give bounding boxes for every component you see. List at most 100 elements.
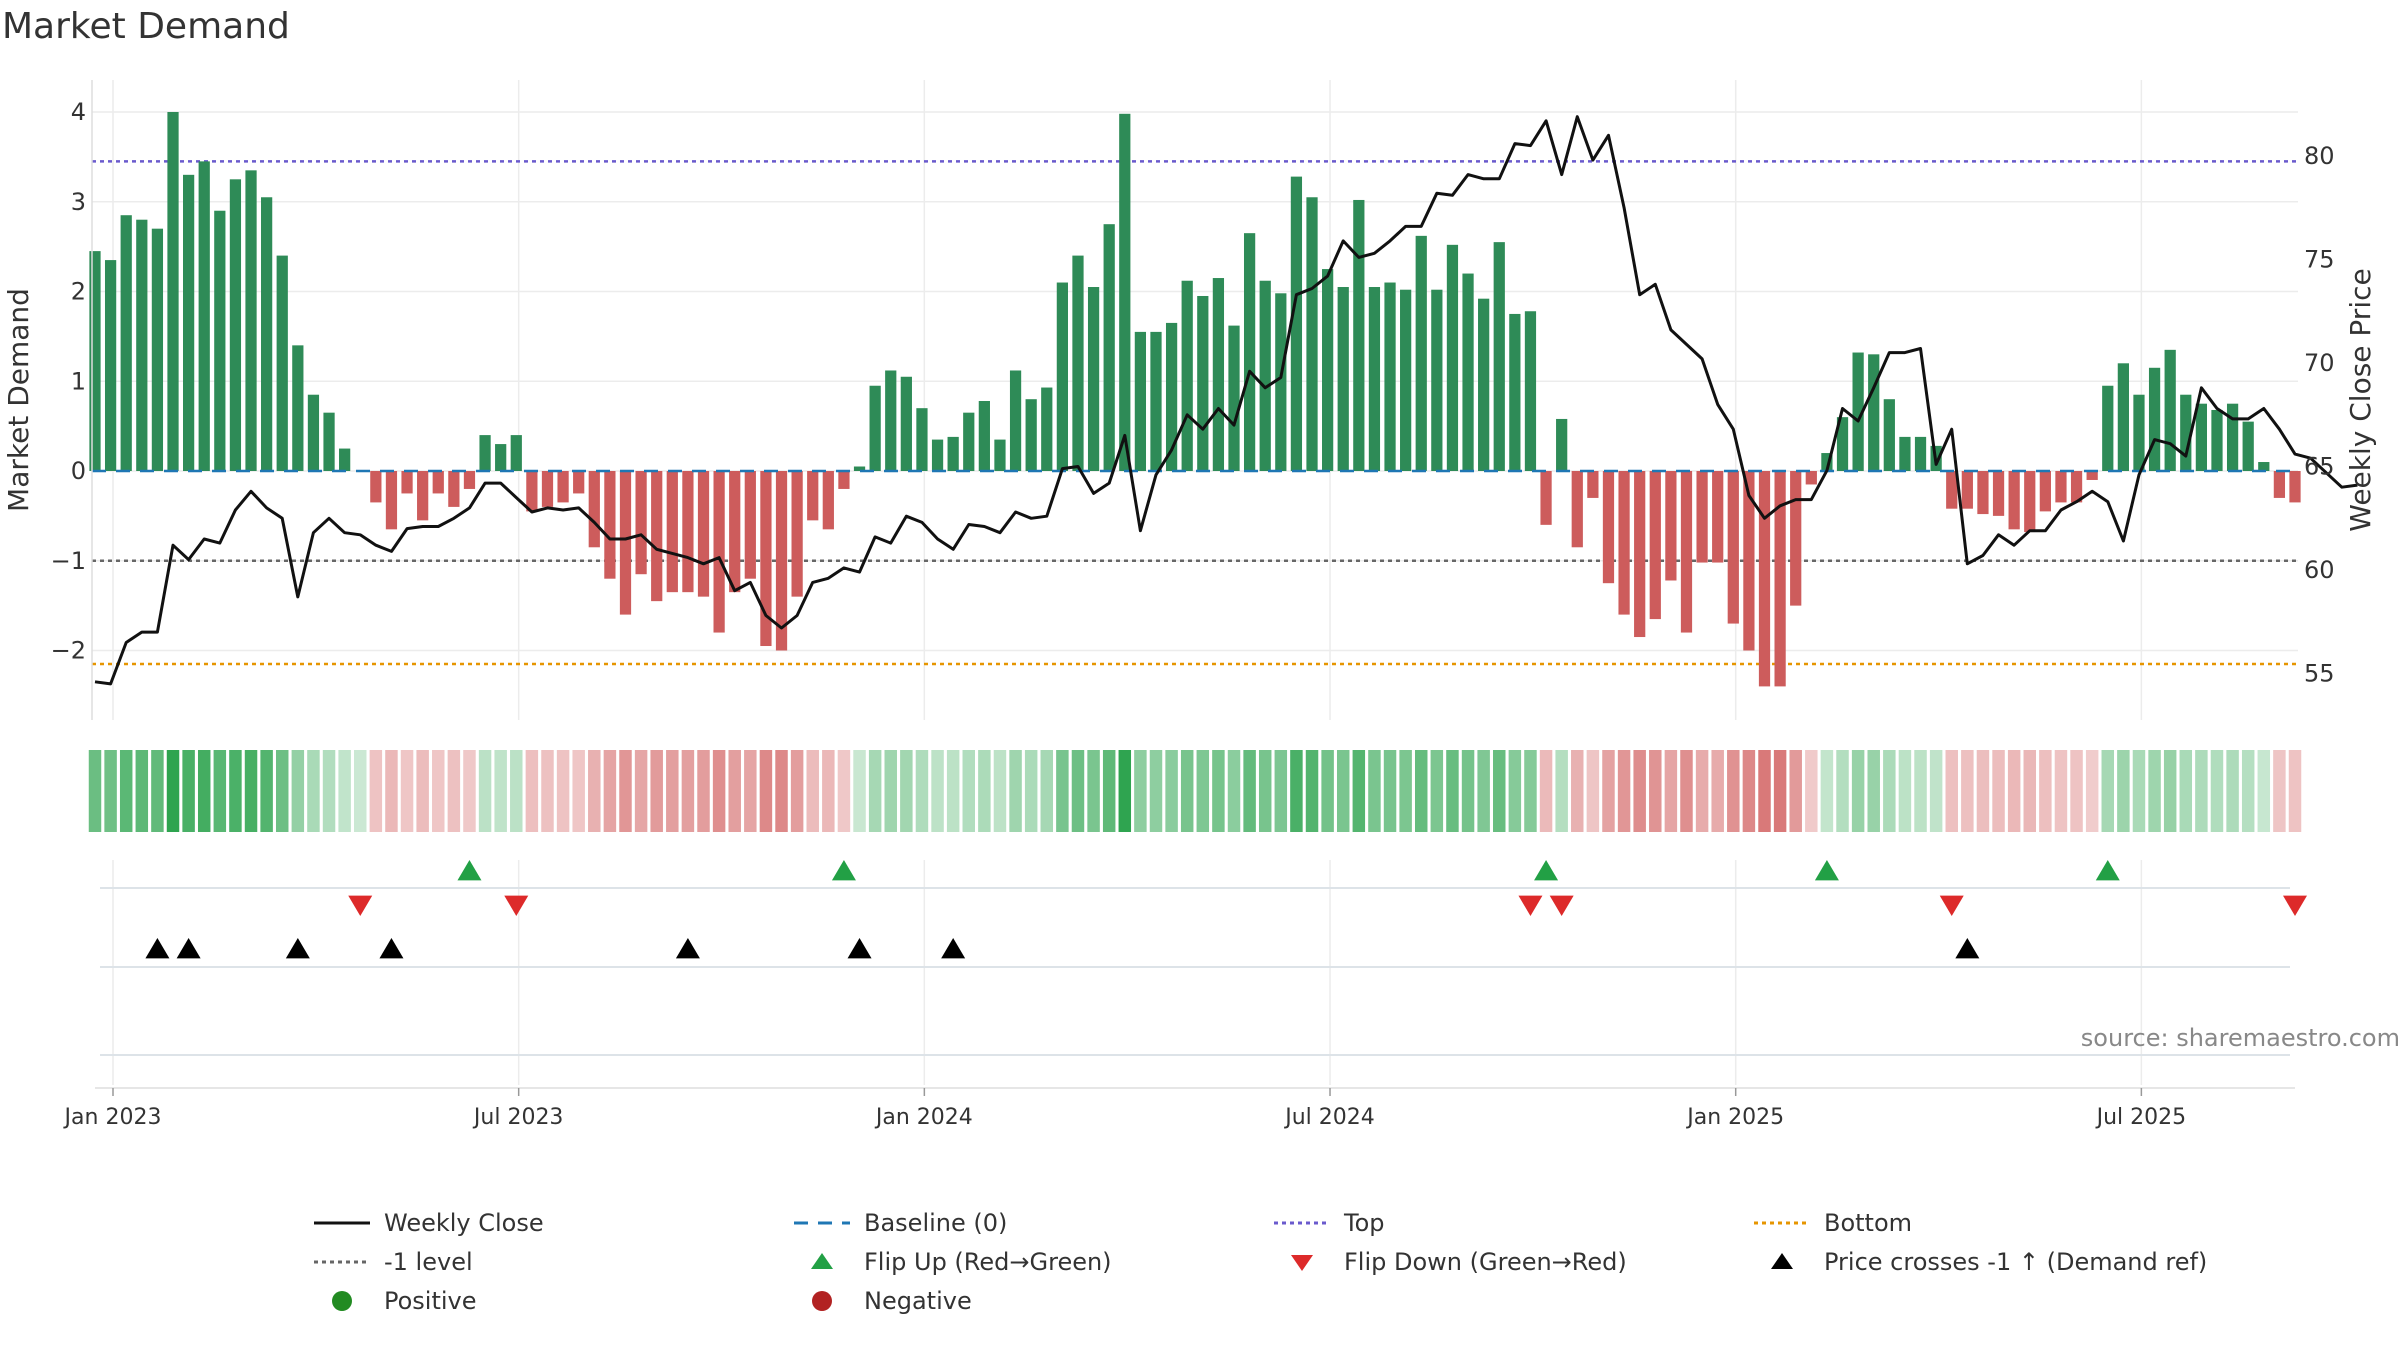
heat-cell (1430, 750, 1444, 832)
demand-bar (619, 471, 632, 615)
demand-bar (276, 255, 288, 471)
demand-bar (807, 471, 819, 521)
heat-cell (307, 750, 320, 832)
flip-down-marker (1939, 895, 1964, 916)
heat-cell (1056, 750, 1069, 832)
legend-label: Flip Down (Green→Red) (1344, 1248, 1627, 1276)
heat-cell (1836, 750, 1849, 832)
demand-bar (1415, 235, 1427, 471)
demand-bar (448, 471, 460, 507)
y-tick-left: 4 (71, 98, 86, 126)
demand-bar (1868, 354, 1880, 471)
demand-bar (2086, 471, 2098, 480)
demand-bar (339, 448, 351, 471)
heat-cell (2039, 750, 2052, 832)
demand-bar (1727, 471, 1739, 624)
x-tick-label: Jul 2024 (1283, 1105, 1375, 1130)
demand-bar (214, 210, 226, 471)
legend-label: Bottom (1824, 1209, 1913, 1237)
demand-bar (604, 471, 616, 579)
demand-bar (1696, 471, 1708, 563)
heat-cell (822, 750, 835, 832)
y-tick-right: 55 (2304, 660, 2335, 688)
demand-bar (1056, 282, 1068, 471)
price-cross-marker (145, 938, 170, 959)
heat-cell (2085, 750, 2099, 832)
demand-bar (526, 471, 538, 512)
triangle-up-black-icon (1771, 1253, 1793, 1269)
heat-cell (588, 750, 601, 832)
heat-cell (1196, 750, 1210, 832)
heat-cell (322, 750, 336, 832)
heat-cell (1212, 750, 1225, 832)
y-tick-left: 3 (71, 188, 86, 216)
heat-cell (1914, 750, 1927, 832)
heat-cell (1243, 750, 1256, 832)
heat-cell (603, 750, 617, 832)
demand-bar (432, 471, 444, 494)
legend-label: Positive (384, 1287, 477, 1315)
demand-bar (1400, 289, 1412, 471)
demand-bar (1587, 471, 1599, 498)
demand-bar (2273, 471, 2286, 498)
heat-cell (1321, 750, 1334, 832)
heat-cell (1102, 750, 1116, 832)
heat-cell (634, 750, 648, 832)
demand-bar (1883, 399, 1895, 471)
heat-cell (432, 750, 445, 832)
heat-cell (744, 750, 757, 832)
demand-bar (744, 471, 756, 579)
heat-cell (681, 750, 695, 832)
demand-bar (1680, 471, 1693, 633)
heat-cell (1071, 750, 1085, 832)
demand-bar (760, 471, 772, 647)
demand-bar (120, 215, 132, 471)
y-tick-left: 1 (71, 367, 86, 395)
x-tick-label: Jul 2023 (472, 1105, 564, 1130)
heat-cell (1945, 750, 1958, 832)
y-tick-right: 75 (2304, 246, 2335, 274)
flip-up-marker (1534, 860, 1559, 881)
y-tick-left: −2 (51, 637, 86, 665)
heat-cell (151, 750, 164, 832)
heat-cell (119, 750, 133, 832)
legend-label: Negative (864, 1287, 972, 1315)
y-tick-right: 70 (2304, 349, 2335, 377)
demand-bar (1774, 471, 1786, 687)
demand-bar (2102, 385, 2114, 471)
demand-bar (1446, 244, 1459, 471)
demand-bar (588, 471, 600, 548)
heat-cell (1305, 750, 1319, 832)
heat-cell (2241, 750, 2255, 832)
demand-bar (1618, 471, 1630, 615)
demand-bar (1181, 280, 1193, 471)
y-axis-left-label: Market Demand (2, 288, 35, 512)
demand-bar (1961, 471, 1973, 509)
heat-cell (2007, 750, 2021, 832)
legend-line-dot-orange-icon (1754, 1221, 1810, 1225)
demand-bar (2008, 471, 2020, 530)
demand-bar (2195, 403, 2207, 471)
heat-cell (728, 750, 741, 832)
demand-bar (900, 376, 912, 471)
heat-cell (868, 750, 882, 832)
legend-line-dot-grey-icon (314, 1260, 370, 1264)
demand-bar (635, 471, 647, 575)
heat-cell (2163, 750, 2177, 832)
y-tick-right: 60 (2304, 556, 2335, 584)
demand-bar (2055, 471, 2067, 503)
demand-bar (307, 394, 320, 471)
heat-cell (541, 750, 554, 832)
heat-cell (385, 750, 398, 832)
heat-cell (1274, 750, 1288, 832)
heat-cell (853, 750, 866, 832)
heat-cell (666, 750, 679, 832)
demand-bar (1478, 298, 1490, 471)
heat-cell (712, 750, 726, 832)
heat-cell (1898, 750, 1912, 832)
triangle-down-red-icon (1291, 1255, 1313, 1271)
heat-cell (338, 750, 351, 832)
price-cross-marker (847, 938, 872, 959)
heat-cell (478, 750, 492, 832)
chart-title: Market Demand (2, 6, 290, 47)
